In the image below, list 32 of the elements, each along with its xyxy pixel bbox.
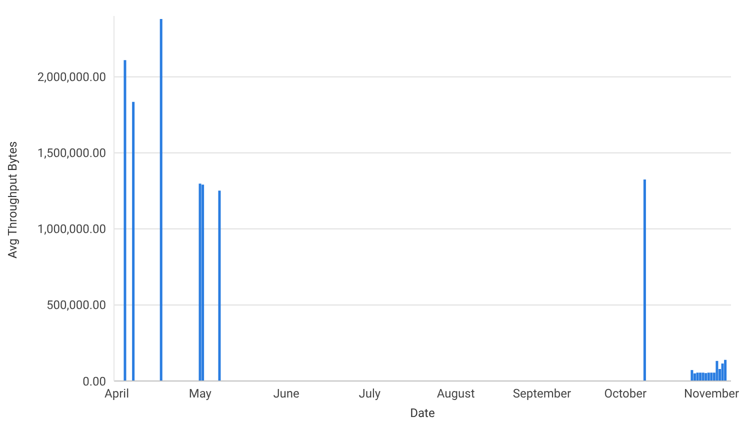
bar [704, 373, 708, 381]
y-tick-label: 1,500,000.00 [37, 146, 106, 160]
bar [218, 190, 221, 381]
x-tick-label: July [358, 386, 381, 401]
x-tick-label: June [273, 386, 300, 401]
bar [721, 364, 724, 381]
bar [699, 372, 702, 381]
x-axis-title: Date [410, 406, 435, 420]
x-tick-label: May [188, 386, 212, 401]
bar [132, 102, 135, 381]
x-tick-label: September [512, 386, 572, 401]
bar [710, 372, 713, 381]
bar [716, 360, 718, 381]
bar [124, 60, 126, 381]
bar [643, 179, 646, 381]
bar [707, 372, 710, 381]
x-tick-label: April [104, 386, 130, 401]
bar [693, 373, 696, 381]
x-tick-label: August [436, 386, 475, 401]
bar [724, 360, 727, 381]
y-tick-label: 1,000,000.00 [37, 222, 106, 236]
bar [160, 19, 162, 381]
x-tick-label: November [684, 386, 740, 401]
x-tick-label: October [604, 386, 647, 401]
y-tick-label: 2,000,000.00 [37, 70, 106, 84]
bar [696, 372, 699, 381]
bar [690, 370, 694, 381]
bar [702, 372, 704, 381]
bar [198, 184, 202, 381]
bar [202, 184, 204, 381]
y-tick-label: 0.00 [82, 374, 106, 388]
y-tick-label: 500,000.00 [46, 298, 106, 312]
